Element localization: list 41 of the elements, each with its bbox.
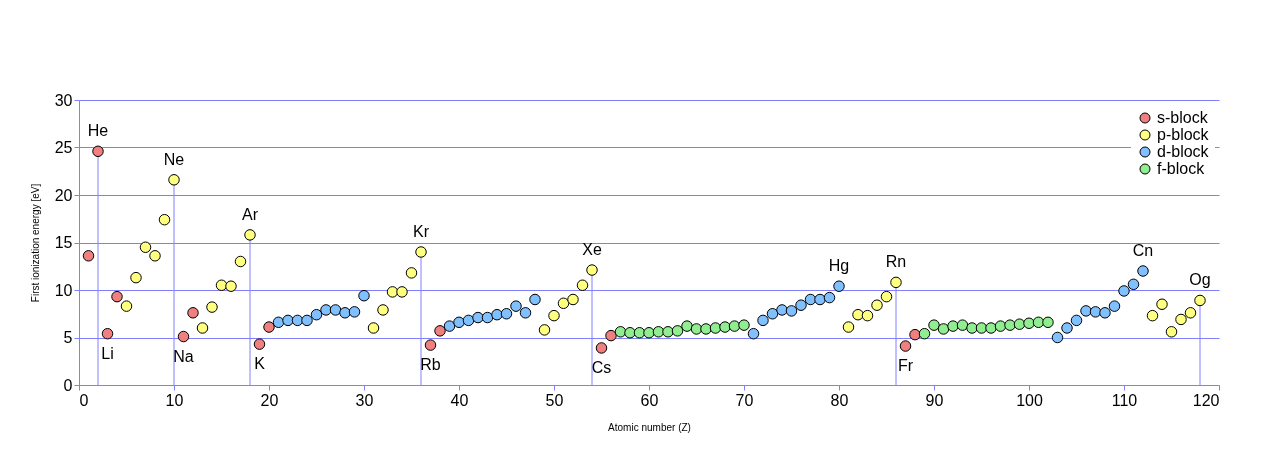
annotation: Kr (413, 223, 430, 240)
y-tick-label: 25 (54, 139, 73, 156)
annotation: K (254, 355, 266, 373)
legend-label: s-block (1157, 109, 1209, 126)
y-axis-title: First ionization energy [eV] (29, 183, 41, 303)
x-tick-label: 110 (1111, 391, 1138, 409)
x-axis-title: Atomic number (Z) (608, 421, 691, 433)
legend-label: d-block (1157, 143, 1210, 160)
y-tick-label: 0 (63, 376, 73, 394)
annotation: Ne (163, 150, 185, 168)
annotation: Cs (591, 358, 612, 376)
annotation: Rb (420, 356, 441, 374)
y-tick-label: 30 (54, 91, 73, 109)
annotation: Na (173, 347, 194, 365)
x-tick-label: 90 (925, 391, 944, 409)
annotation: Xe (582, 241, 602, 259)
annotation: Og (1189, 271, 1211, 289)
x-tick-label: 70 (735, 391, 754, 409)
y-tick-label: 20 (54, 186, 73, 204)
x-tick-label: 10 (165, 391, 184, 409)
x-tick-label: 50 (545, 391, 564, 409)
annotation: Li (101, 344, 114, 362)
annotation: Cn (1132, 242, 1154, 259)
x-tick-label: 0 (79, 391, 89, 409)
annotation: Rn (885, 253, 907, 271)
x-tick-label: 120 (1192, 391, 1220, 409)
x-tick-label: 100 (1016, 391, 1043, 409)
legend-label: p-block (1157, 126, 1210, 143)
x-tick-label: 60 (640, 391, 659, 409)
x-tick-label: 30 (355, 391, 374, 409)
y-tick-label: 15 (54, 234, 73, 251)
legend-label: f-block (1157, 160, 1206, 177)
annotation: Hg (828, 257, 850, 275)
y-tick-label: 10 (54, 281, 73, 299)
annotation: He (87, 122, 109, 140)
annotation: Ar (242, 205, 259, 223)
x-tick-label: 40 (450, 391, 469, 409)
x-tick-label: 20 (260, 391, 279, 409)
y-tick-label: 5 (63, 329, 73, 346)
x-tick-label: 80 (830, 391, 849, 409)
annotation: Fr (897, 357, 914, 375)
